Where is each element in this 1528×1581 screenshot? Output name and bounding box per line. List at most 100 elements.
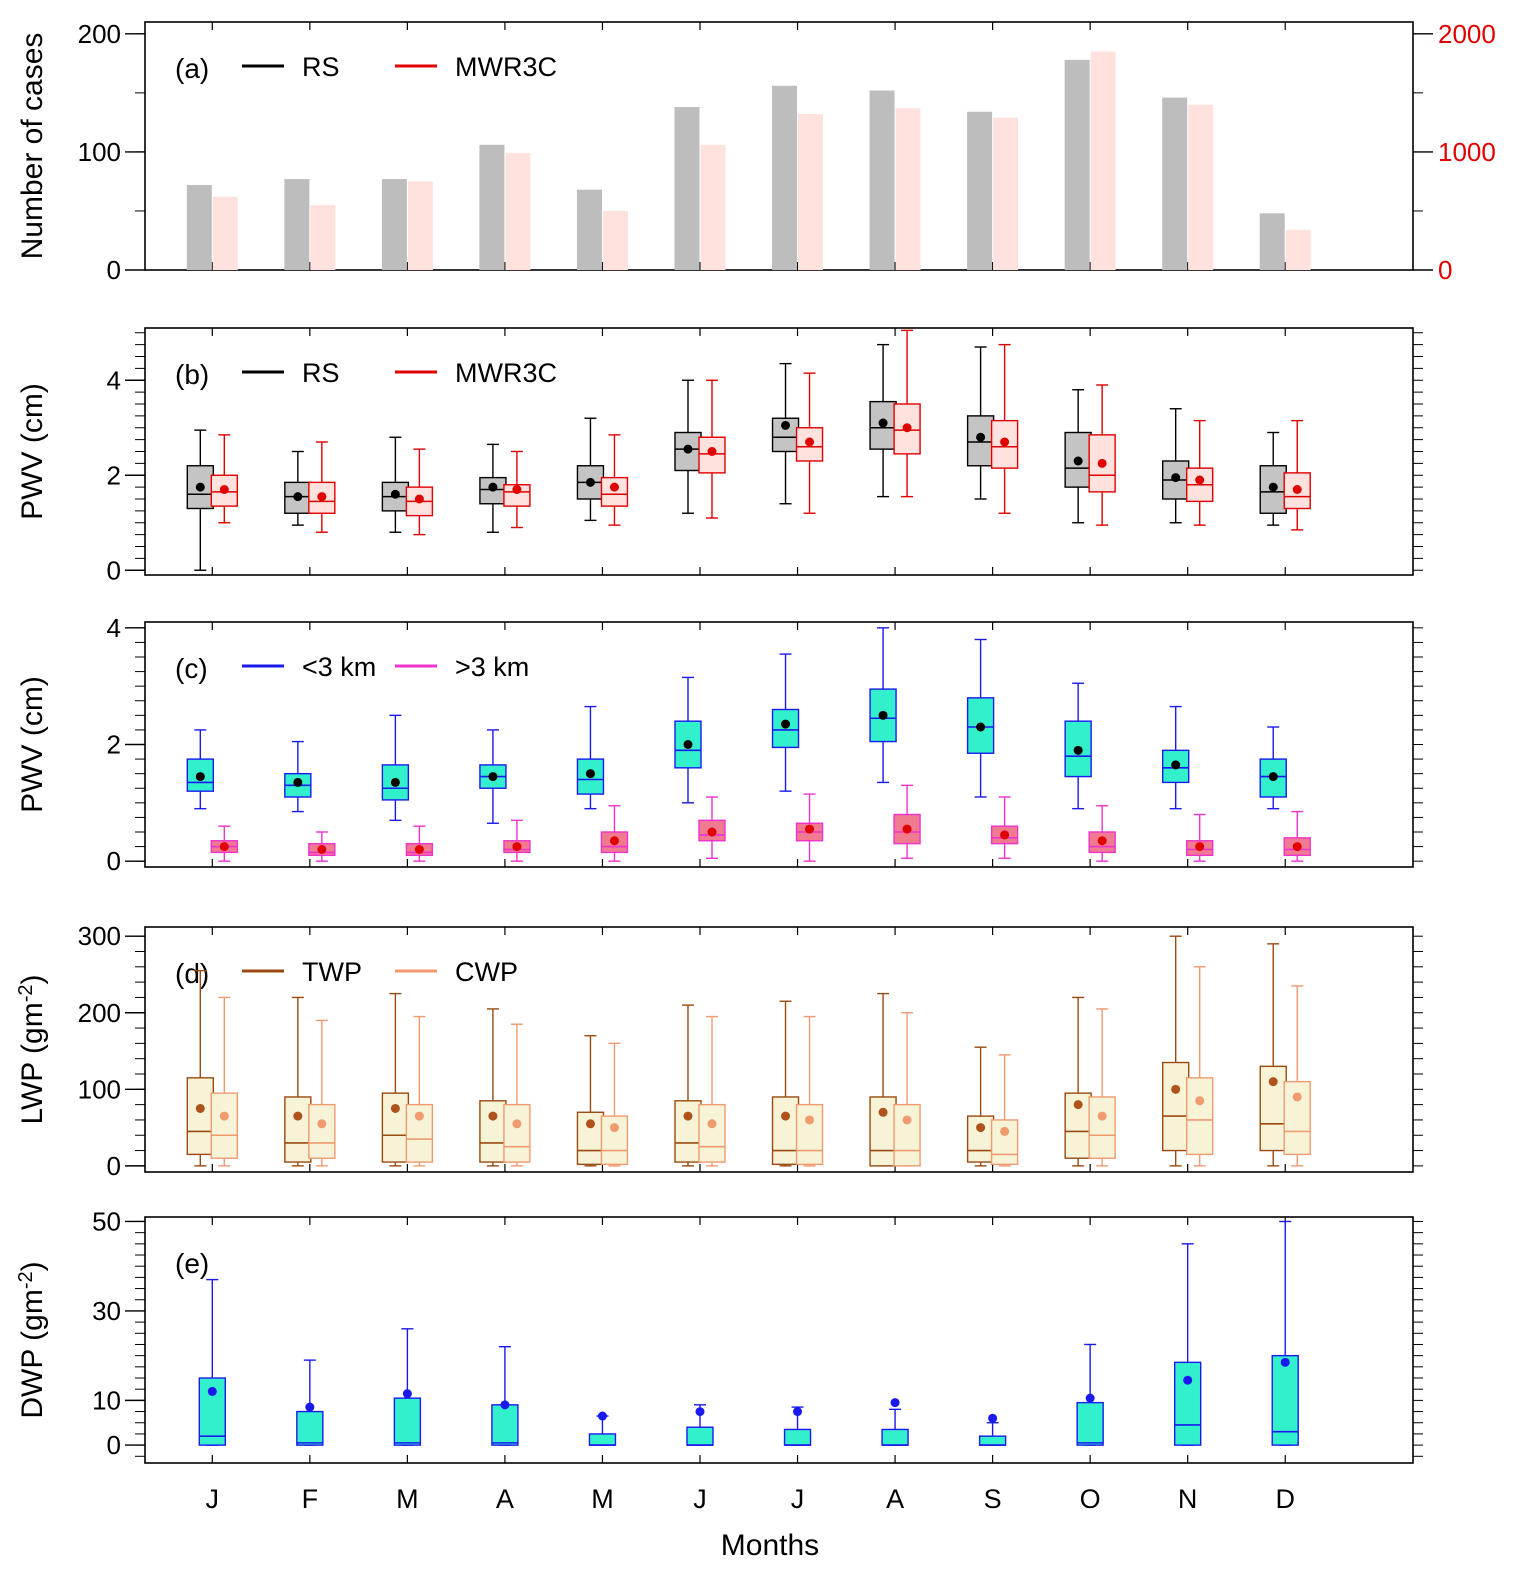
box-3km: [698, 796, 726, 859]
box-mean: [390, 1103, 400, 1113]
panel-label: (c): [175, 653, 208, 684]
panel-b: 0 2 4 PWV (cm) (b) RS MWR3C: [16, 327, 1423, 585]
box-mean: [890, 1398, 900, 1408]
box-mean: [1195, 842, 1205, 852]
box-twp: [479, 1008, 507, 1167]
box-iqr: [869, 1096, 897, 1167]
box-iqr: [296, 1410, 324, 1446]
box-cwp: [210, 996, 239, 1167]
box-iqr: [966, 415, 995, 467]
box-mean: [1073, 745, 1083, 755]
bar-rs: [381, 179, 407, 270]
box-mean: [976, 722, 986, 732]
x-tick-label: J: [693, 1484, 707, 1514]
y-tick-label: 200: [78, 998, 121, 1028]
box-dwp: [393, 1328, 422, 1446]
panel-label: (e): [175, 1248, 209, 1279]
box-3km: [893, 784, 921, 859]
box-iqr: [308, 1103, 336, 1159]
box-mean: [1280, 1357, 1290, 1367]
box-3km: [795, 793, 824, 862]
box-mean: [585, 477, 595, 487]
y-tick-label: 0: [107, 555, 121, 585]
box-mean: [317, 845, 327, 854]
y-axis-title: LWP (gm-2): [15, 974, 49, 1124]
y-tick-label: 0: [107, 1151, 121, 1181]
bar-mwr3c: [1188, 104, 1214, 271]
bar-rs: [967, 111, 993, 270]
x-tick-label: M: [396, 1484, 419, 1514]
box-mean: [976, 1123, 986, 1133]
box-iqr: [588, 1433, 617, 1446]
box-mean: [805, 1115, 815, 1125]
box-3km: [1088, 805, 1116, 862]
box-iqr: [978, 1435, 1007, 1446]
box-twp: [381, 992, 410, 1167]
box-mean: [317, 492, 327, 502]
box-iqr: [210, 1092, 239, 1159]
box-dwp: [1173, 1243, 1202, 1446]
y-tick-label: 100: [78, 137, 121, 167]
box-cwp: [405, 1015, 434, 1167]
bar-mwr3c: [310, 205, 336, 270]
box-rs: [1161, 408, 1190, 524]
x-tick-label: D: [1275, 1484, 1295, 1514]
box-iqr: [1076, 1401, 1104, 1446]
box-rs: [381, 436, 410, 533]
box-mean: [609, 1123, 619, 1133]
box-mean: [793, 1407, 803, 1417]
box-3km: [1185, 813, 1214, 862]
box-mean: [902, 423, 912, 433]
legend-label: MWR3C: [455, 358, 557, 388]
box-rs: [771, 362, 800, 505]
box-iqr: [966, 1115, 995, 1163]
box-mwr3c: [308, 441, 336, 533]
box-3km: [405, 825, 434, 862]
box-iqr: [1271, 1354, 1299, 1446]
box-iqr: [393, 1397, 422, 1446]
bar-mwr3c: [700, 144, 726, 270]
legend-label: <3 km: [302, 652, 376, 682]
box-iqr: [186, 1077, 215, 1156]
box-rs: [869, 343, 897, 498]
box-iqr: [1088, 1096, 1116, 1159]
box-cwp: [503, 1023, 531, 1167]
y2-tick-label: 2000: [1438, 19, 1496, 49]
box-twp: [771, 1000, 800, 1167]
box-mean: [1171, 760, 1181, 770]
box-mean: [683, 1111, 693, 1121]
box-mean: [683, 740, 693, 749]
y-tick-label: 4: [107, 365, 121, 395]
legend-label: RS: [302, 358, 340, 388]
box-mwr3c: [1088, 384, 1116, 526]
bar-rs: [1259, 213, 1285, 270]
box-mean: [878, 418, 888, 428]
box-mean: [902, 1115, 912, 1125]
box-rs: [576, 417, 605, 522]
box-iqr: [990, 1119, 1019, 1166]
box-cwp: [1088, 1008, 1116, 1167]
box-mean: [988, 1413, 998, 1423]
box-iqr: [771, 1096, 800, 1166]
box-mwr3c: [600, 434, 629, 526]
box-mean: [805, 437, 815, 447]
box-mwr3c: [795, 372, 824, 514]
box-rs: [674, 379, 702, 514]
x-tick-label: J: [206, 1484, 220, 1514]
y-axis-title: DWP (gm-2): [15, 1261, 49, 1418]
box-3km: [503, 819, 531, 862]
bar-rs: [1162, 97, 1188, 270]
box-mwr3c: [1185, 419, 1214, 526]
box-dwp: [588, 1411, 617, 1446]
y-tick-label: 0: [107, 1430, 121, 1460]
bar-rs: [674, 107, 700, 271]
box-3km: [869, 627, 897, 784]
box-iqr: [686, 1426, 714, 1446]
box-iqr: [284, 1096, 312, 1163]
box-mean: [1268, 482, 1278, 492]
box-mean: [500, 1400, 510, 1410]
bar-rs: [576, 189, 602, 270]
box-mean: [585, 769, 595, 779]
panel-c: 0 2 4 PWV (cm) (c) <3 km >3 km: [16, 613, 1423, 876]
box-3km: [284, 740, 312, 813]
